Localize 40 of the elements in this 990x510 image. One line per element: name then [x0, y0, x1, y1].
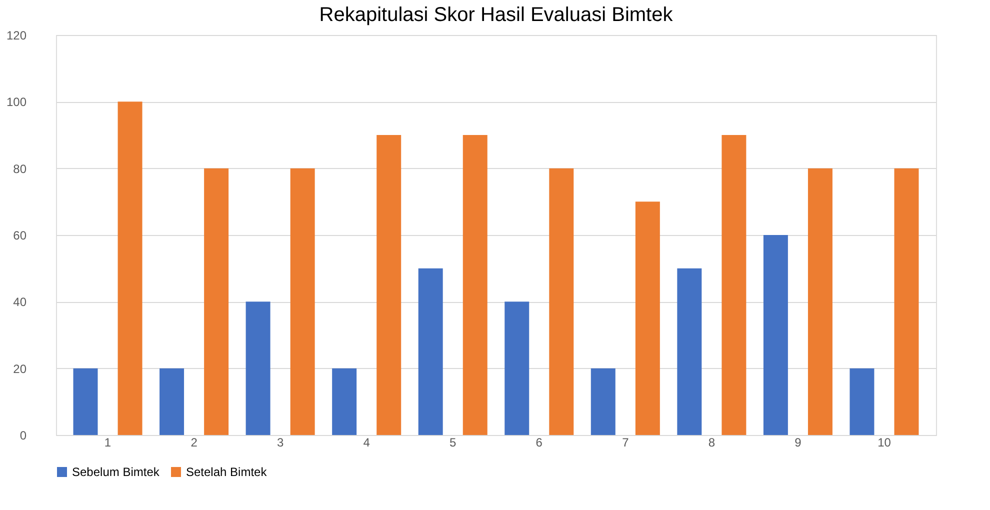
bar — [590, 368, 616, 435]
bar — [462, 135, 488, 435]
bar — [118, 102, 142, 435]
bar — [635, 202, 660, 435]
bar — [376, 135, 402, 435]
x-tick-label: 4 — [363, 436, 370, 450]
y-tick-label: 80 — [13, 162, 27, 176]
y-tick-label: 0 — [20, 428, 27, 442]
x-tick-label: 9 — [794, 436, 802, 450]
y-tick-label: 120 — [6, 28, 27, 42]
legend-label: Sebelum Bimtek — [72, 465, 160, 479]
x-tick-label: 1 — [104, 436, 112, 450]
bar — [246, 302, 270, 435]
y-tick-label: 60 — [13, 228, 27, 242]
bar — [763, 235, 788, 435]
bar — [290, 168, 315, 435]
bar — [722, 135, 746, 435]
x-tick-label: 3 — [276, 436, 284, 450]
x-tick-label: 5 — [450, 436, 457, 450]
legend-label: Setelah Bimtek — [186, 465, 268, 479]
bar — [160, 368, 184, 435]
x-tick-label: 8 — [708, 436, 716, 450]
x-tick-label: 6 — [536, 436, 543, 450]
bar — [549, 168, 574, 435]
x-tick-label: 7 — [622, 436, 630, 450]
chart-title: Rekapitulasi Skor Hasil Evaluasi Bimtek — [319, 4, 674, 26]
bar — [73, 368, 98, 435]
bar — [677, 268, 702, 435]
bar — [504, 302, 530, 435]
y-tick-label: 40 — [13, 295, 27, 310]
y-tick-label: 100 — [6, 95, 27, 110]
bar — [894, 168, 919, 435]
x-tick-label: 10 — [878, 436, 892, 450]
bar — [850, 368, 874, 435]
y-tick-label: 20 — [13, 362, 27, 376]
bar — [332, 368, 357, 435]
bar — [418, 268, 443, 435]
x-tick-label: 2 — [190, 436, 198, 450]
bar — [808, 168, 832, 435]
bar — [204, 168, 229, 435]
